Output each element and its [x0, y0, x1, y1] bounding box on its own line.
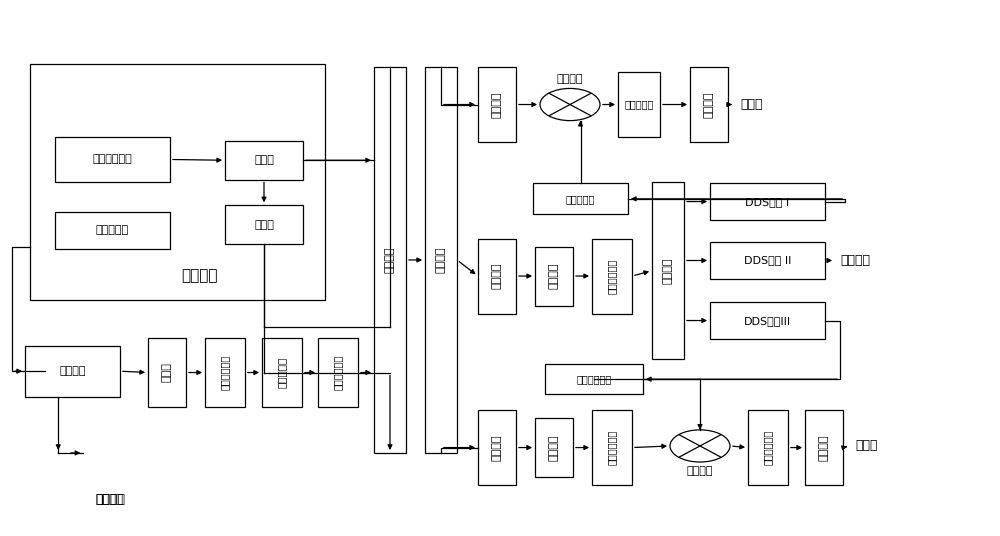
Text: 检波器: 检波器: [254, 220, 274, 229]
Text: 耦合器: 耦合器: [254, 155, 274, 165]
Text: 低温杜瓦: 低温杜瓦: [182, 269, 218, 284]
Text: 放大器二: 放大器二: [704, 91, 714, 118]
FancyBboxPatch shape: [592, 239, 632, 314]
FancyBboxPatch shape: [748, 410, 788, 485]
Text: 低噪声放大器: 低噪声放大器: [220, 355, 230, 390]
Text: 分频器一: 分频器一: [549, 263, 559, 289]
Text: 滤波器组一: 滤波器组一: [566, 194, 595, 204]
FancyBboxPatch shape: [690, 67, 728, 142]
FancyBboxPatch shape: [533, 183, 628, 214]
FancyBboxPatch shape: [25, 346, 120, 397]
Text: 放大器三: 放大器三: [492, 263, 502, 289]
FancyBboxPatch shape: [262, 338, 302, 407]
FancyBboxPatch shape: [55, 212, 170, 249]
FancyBboxPatch shape: [545, 364, 643, 394]
Text: 混频器二: 混频器二: [687, 466, 713, 477]
Text: DDS模块 II: DDS模块 II: [744, 256, 791, 265]
Text: 晶振开关: 晶振开关: [95, 493, 123, 506]
Text: 带通滤波器五: 带通滤波器五: [763, 430, 773, 465]
Text: 晶振开关: 晶振开关: [95, 493, 125, 506]
Text: 恒温晶振: 恒温晶振: [59, 366, 86, 376]
Text: 滤波器组二: 滤波器组二: [624, 100, 654, 109]
Text: 谐波发生器: 谐波发生器: [277, 357, 287, 388]
Text: 放大器四: 放大器四: [492, 434, 502, 461]
Text: DDS模块 I: DDS模块 I: [745, 197, 790, 206]
Text: 温度传感器: 温度传感器: [96, 226, 129, 235]
FancyBboxPatch shape: [592, 410, 632, 485]
FancyBboxPatch shape: [652, 182, 684, 359]
Text: 带通滤波器一: 带通滤波器一: [333, 355, 343, 390]
Text: 分频器二: 分频器二: [549, 434, 559, 461]
Text: 放大器五: 放大器五: [819, 434, 829, 461]
Text: 放大器一: 放大器一: [492, 91, 502, 118]
FancyBboxPatch shape: [225, 141, 303, 180]
Text: DDS模块III: DDS模块III: [744, 316, 791, 325]
Text: 蓝宝石振荡器: 蓝宝石振荡器: [93, 154, 132, 165]
Text: 系统时钟: 系统时钟: [840, 254, 870, 267]
FancyBboxPatch shape: [710, 302, 825, 339]
Text: 功分器二: 功分器二: [663, 257, 673, 284]
FancyBboxPatch shape: [478, 410, 516, 485]
Text: 混频器一: 混频器一: [557, 74, 583, 84]
Text: 倍频器: 倍频器: [162, 362, 172, 383]
Text: 带通滤波器三: 带通滤波器三: [576, 374, 612, 384]
FancyBboxPatch shape: [618, 72, 660, 137]
Text: 带通滤波器二: 带通滤波器二: [607, 258, 617, 294]
FancyBboxPatch shape: [148, 338, 186, 407]
FancyBboxPatch shape: [318, 338, 358, 407]
FancyBboxPatch shape: [805, 410, 843, 485]
Text: 带通滤波器四: 带通滤波器四: [607, 430, 617, 465]
FancyBboxPatch shape: [478, 239, 516, 314]
Text: 功分器一: 功分器一: [436, 247, 446, 273]
FancyBboxPatch shape: [710, 183, 825, 220]
FancyBboxPatch shape: [374, 67, 406, 453]
FancyBboxPatch shape: [710, 242, 825, 279]
Text: 微波开关: 微波开关: [385, 247, 395, 273]
FancyBboxPatch shape: [30, 64, 325, 300]
FancyBboxPatch shape: [535, 418, 573, 477]
Text: 一本振: 一本振: [740, 98, 763, 111]
FancyBboxPatch shape: [535, 247, 573, 306]
FancyBboxPatch shape: [478, 67, 516, 142]
FancyBboxPatch shape: [55, 137, 170, 182]
FancyBboxPatch shape: [425, 67, 457, 453]
FancyBboxPatch shape: [205, 338, 245, 407]
Text: 二本振: 二本振: [855, 440, 878, 452]
FancyBboxPatch shape: [225, 205, 303, 244]
